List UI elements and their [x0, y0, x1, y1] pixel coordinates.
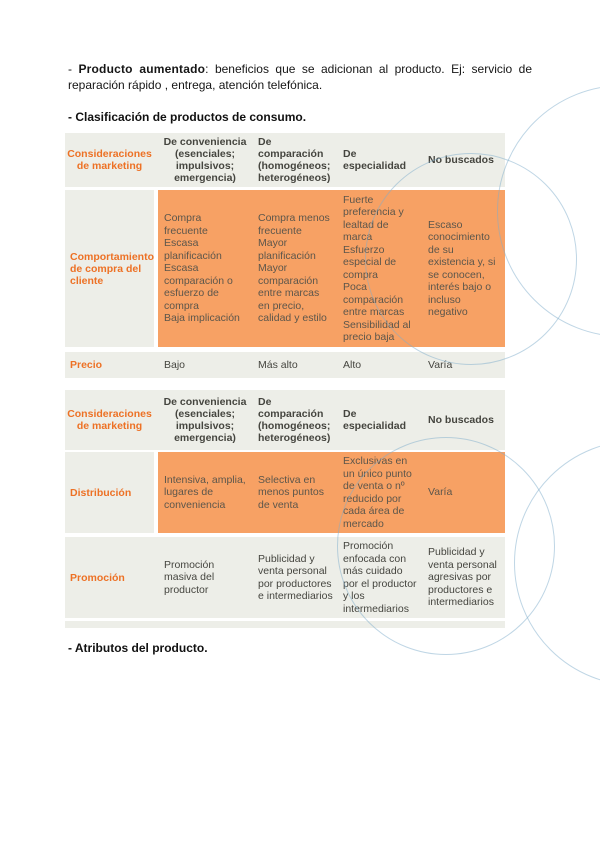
cell-promocion-buscados: Publicidad y venta personal agresivas po… — [428, 546, 497, 609]
row-label-promocion: Promoción — [65, 537, 154, 618]
header-cell-especialidad: De especialidad — [343, 148, 407, 172]
table-bottom-strip — [65, 621, 505, 628]
header-content: De conveniencia (esenciales; impulsivos;… — [158, 133, 505, 187]
row-distribucion: Distribución Intensiva, amplia, lugares … — [65, 452, 505, 533]
header-content: De conveniencia (esenciales; impulsivos;… — [158, 390, 505, 450]
row-content: Promoción masiva del productor Publicida… — [158, 537, 505, 618]
column-separator — [154, 390, 158, 450]
cell-distribucion-comparacion: Selectiva en menos puntos de venta — [258, 473, 324, 511]
row-precio: Precio Bajo Más alto Alto Varía — [65, 352, 505, 378]
header-cell-especialidad: De especialidad — [343, 408, 407, 432]
row-label-comportamiento: Comportamiento de compra del cliente — [65, 190, 154, 347]
header-cell-buscados: No buscados — [428, 414, 494, 426]
header-cell-comparacion: De comparación (homogéneos; heterogéneos… — [258, 136, 331, 184]
cell-distribucion-especialidad: Exclusivas en un único punto de venta o … — [343, 455, 412, 530]
row-content: Bajo Más alto Alto Varía — [158, 352, 505, 378]
row-promocion: Promoción Promoción masiva del productor… — [65, 537, 505, 618]
intro-paragraph: - Producto aumentado: beneficios que se … — [68, 61, 532, 93]
column-separator — [154, 133, 158, 187]
column-separator — [154, 352, 158, 378]
row-label-precio: Precio — [65, 352, 154, 378]
row-comportamiento: Comportamiento de compra del cliente Com… — [65, 190, 505, 347]
section-heading-atributos: - Atributos del producto. — [68, 641, 208, 655]
section-heading-clasificacion: - Clasificación de productos de consumo. — [68, 110, 307, 124]
row-content: Intensiva, amplia, lugares de convenienc… — [158, 452, 505, 533]
header-row: Consideraciones de marketing De convenie… — [65, 390, 505, 450]
header-row: Consideraciones de marketing De convenie… — [65, 133, 505, 187]
cell-comportamiento-comparacion: Compra menos frecuente Mayor planificaci… — [258, 212, 330, 325]
header-cell-comparacion: De comparación (homogéneos; heterogéneos… — [258, 396, 331, 444]
cell-precio-comparacion: Más alto — [258, 358, 298, 371]
consumer-products-table-top: Consideraciones de marketing De convenie… — [65, 133, 505, 378]
cell-comportamiento-especialidad: Fuerte preferencia y lealtad de marca Es… — [343, 193, 411, 344]
intro-bullet: - — [68, 62, 79, 76]
cell-promocion-comparacion: Publicidad y venta personal por producto… — [258, 552, 333, 603]
column-separator — [154, 537, 158, 618]
row-label-distribucion: Distribución — [65, 452, 154, 533]
cell-precio-especialidad: Alto — [343, 358, 362, 371]
watermark-circle — [514, 440, 600, 686]
header-cell-marketing: Consideraciones de marketing — [65, 390, 154, 450]
cell-comportamiento-conveniencia: Compra frecuente Escasa planificación Es… — [164, 212, 240, 325]
cell-comportamiento-buscados: Escaso conocimiento de su existencia y, … — [428, 218, 496, 319]
intro-term: Producto aumentado — [78, 62, 206, 76]
row-content: Compra frecuente Escasa planificación Es… — [158, 190, 505, 347]
cell-distribucion-conveniencia: Intensiva, amplia, lugares de convenienc… — [164, 473, 246, 511]
cell-precio-conveniencia: Bajo — [164, 358, 186, 371]
header-cell-conveniencia: De conveniencia (esenciales; impulsivos;… — [163, 136, 247, 184]
header-cell-marketing: Consideraciones de marketing — [65, 133, 154, 187]
header-cell-buscados: No buscados — [428, 154, 494, 166]
intro-text: : beneficios que se adicionan al product… — [68, 62, 532, 92]
watermark-circle — [497, 85, 600, 337]
cell-promocion-especialidad: Promoción enfocada con más cuidado por e… — [343, 540, 417, 615]
cell-distribucion-buscados: Varía — [428, 486, 453, 499]
cell-promocion-conveniencia: Promoción masiva del productor — [164, 558, 215, 596]
header-cell-conveniencia: De conveniencia (esenciales; impulsivos;… — [163, 396, 247, 444]
cell-precio-buscados: Varía — [428, 358, 453, 371]
consumer-products-table-bottom: Consideraciones de marketing De convenie… — [65, 390, 505, 628]
